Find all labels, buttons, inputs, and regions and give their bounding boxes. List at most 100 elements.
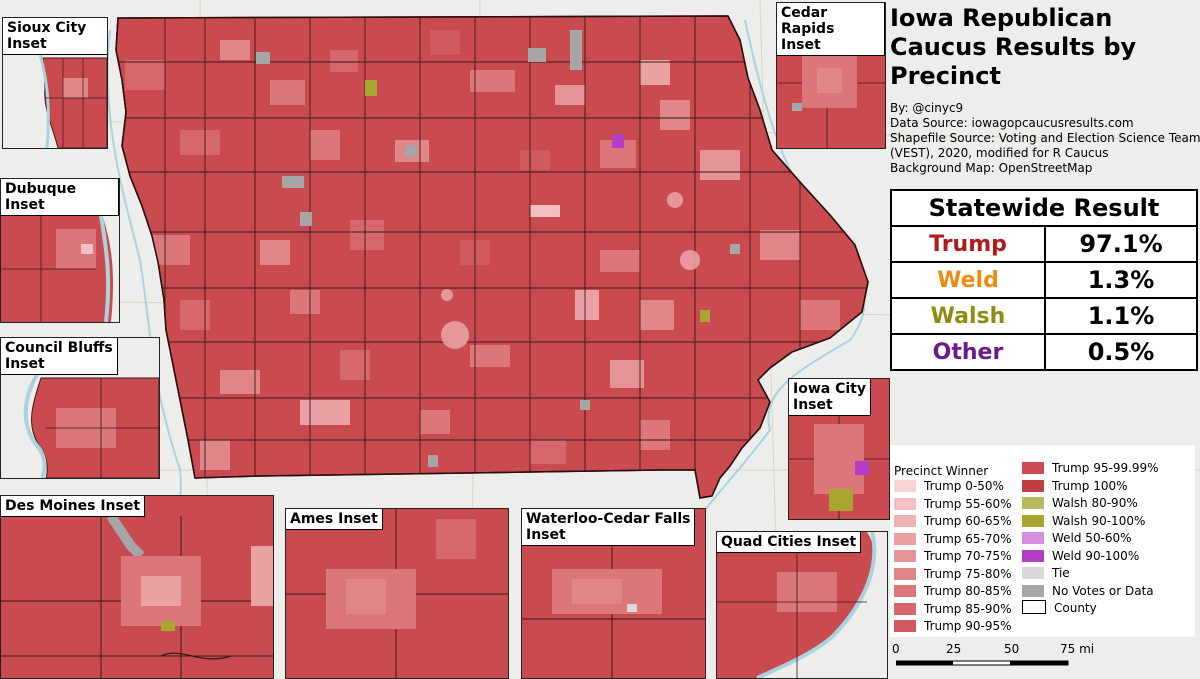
inset-label-ames: Ames Inset [286, 509, 383, 530]
legend-swatch [1022, 462, 1044, 474]
statewide-row-walsh: Walsh 1.1% [890, 297, 1198, 335]
legend-swatch [894, 567, 916, 580]
walsh-precinct-2 [700, 310, 710, 322]
legend-item: Walsh 80-90% [1022, 495, 1138, 511]
candidate-pct: 1.1% [1044, 297, 1198, 335]
inset-council-bluffs: Council Bluffs Inset [0, 337, 160, 479]
legend-swatch [1022, 600, 1046, 614]
inset-label-des-moines: Des Moines Inset [1, 496, 146, 517]
inset-label-waterloo: Waterloo-Cedar Falls Inset [522, 509, 696, 546]
legend-label: Trump 80-85% [924, 584, 1012, 598]
legend-label: Trump 70-75% [924, 549, 1012, 563]
credit-background: Background Map: OpenStreetMap [890, 161, 1093, 175]
candidate-pct: 0.5% [1044, 333, 1198, 371]
inset-sioux-city: Sioux City Inset [2, 17, 108, 149]
credit-shapefile-2: (VEST), 2020, modified for R Caucus [890, 146, 1109, 160]
statewide-row-trump: Trump 97.1% [890, 225, 1198, 263]
statewide-result-table: Statewide Result Trump 97.1% Weld 1.3% W… [890, 189, 1198, 371]
candidate-name: Other [890, 333, 1046, 371]
scale-tick-0: 0 [892, 642, 900, 656]
legend-swatch [1022, 584, 1044, 597]
legend-swatch [894, 515, 916, 527]
legend-item: No Votes or Data [1022, 583, 1154, 599]
legend-item: County [1022, 600, 1097, 616]
legend-item: Trump 70-75% [894, 548, 1012, 564]
legend-label: County [1054, 601, 1097, 615]
inset-quad-cities: Quad Cities Inset [716, 531, 888, 679]
legend: Precinct Winner Trump 0-50% Trump 55-60% T… [890, 445, 1195, 637]
inset-label-sioux-city: Sioux City Inset [3, 18, 107, 55]
legend-swatch [894, 532, 916, 545]
inset-label-council-bluffs: Council Bluffs Inset [1, 338, 118, 375]
scale-bar-graphic [896, 660, 1069, 666]
legend-item: Trump 0-50% [894, 478, 1004, 494]
legend-label: Trump 65-70% [924, 531, 1012, 546]
legend-label: Weld 90-100% [1052, 548, 1140, 563]
inset-des-moines: Des Moines Inset [0, 495, 274, 679]
statewide-row-weld: Weld 1.3% [890, 261, 1198, 299]
candidate-pct: 97.1% [1044, 225, 1198, 263]
legend-label: Trump 60-65% [924, 514, 1012, 528]
inset-iowa-city: Iowa City Inset [788, 378, 890, 520]
statewide-header: Statewide Result [890, 189, 1198, 227]
legend-item: Trump 55-60% [894, 496, 1012, 512]
scale-bar: 0 25 50 75 mi [890, 640, 1190, 676]
legend-item: Trump 80-85% [894, 583, 1012, 599]
legend-label: Walsh 90-100% [1052, 513, 1146, 528]
legend-item: Trump 60-65% [894, 513, 1012, 529]
legend-swatch [1022, 549, 1044, 562]
legend-item: Trump 75-80% [894, 566, 1012, 582]
inset-label-iowa-city: Iowa City Inset [789, 379, 871, 416]
legend-item: Trump 85-90% [894, 601, 1012, 617]
candidate-name: Walsh [890, 297, 1046, 335]
legend-label: Trump 90-95% [924, 619, 1012, 633]
credits-block: By: @cinyc9 Data Source: iowagopcaucusre… [890, 101, 1200, 176]
inset-label-cedar-rapids: Cedar Rapids Inset [777, 3, 885, 56]
legend-item: Tie [1022, 565, 1070, 581]
legend-item: Trump 100% [1022, 478, 1128, 494]
candidate-name: Trump [890, 225, 1046, 263]
statewide-row-other: Other 0.5% [890, 333, 1198, 371]
legend-label: Trump 100% [1052, 478, 1128, 493]
map-title: Iowa Republican Caucus Results by Precin… [890, 4, 1137, 90]
legend-item: Weld 50-60% [1022, 530, 1132, 546]
inset-dubuque: Dubuque Inset [0, 178, 120, 323]
inset-waterloo: Waterloo-Cedar Falls Inset [521, 508, 706, 679]
legend-swatch [894, 602, 916, 615]
scale-tick-75: 75 mi [1060, 642, 1095, 656]
legend-label: Walsh 80-90% [1052, 496, 1138, 510]
legend-swatch [894, 585, 916, 597]
legend-item: Walsh 90-100% [1022, 513, 1145, 529]
scale-tick-25: 25 [946, 642, 962, 656]
legend-label: Weld 50-60% [1052, 531, 1132, 545]
legend-item: Trump 95-99.99% [1022, 460, 1159, 476]
legend-label: Trump 85-90% [924, 601, 1012, 616]
legend-swatch [1022, 567, 1044, 579]
legend-item: Trump 65-70% [894, 531, 1012, 547]
credit-author: By: @cinyc9 [890, 101, 964, 115]
legend-swatch [1022, 514, 1044, 527]
inset-label-quad-cities: Quad Cities Inset [717, 532, 862, 553]
credit-shapefile-1: Shapefile Source: Voting and Election Sc… [890, 131, 1200, 145]
legend-swatch [1022, 532, 1044, 544]
city-clusters [441, 192, 700, 349]
legend-label: Trump 0-50% [924, 479, 1004, 493]
legend-swatch [1022, 497, 1044, 509]
legend-swatch [1022, 479, 1044, 492]
legend-swatch [894, 550, 916, 562]
legend-swatch [894, 480, 916, 492]
inset-cedar-rapids: Cedar Rapids Inset [776, 2, 886, 149]
legend-label: No Votes or Data [1052, 583, 1154, 598]
legend-item: Trump 90-95% [894, 618, 1012, 634]
legend-label: Tie [1052, 566, 1070, 580]
legend-label: Trump 75-80% [924, 566, 1012, 581]
weld-precinct [612, 134, 624, 148]
inset-label-dubuque: Dubuque Inset [1, 179, 119, 216]
legend-label: Trump 55-60% [924, 496, 1012, 511]
legend-label: Trump 95-99.99% [1052, 461, 1159, 475]
legend-title: Precinct Winner [894, 464, 989, 478]
candidate-pct: 1.3% [1044, 261, 1198, 299]
legend-swatch [894, 620, 916, 632]
candidate-name: Weld [890, 261, 1046, 299]
